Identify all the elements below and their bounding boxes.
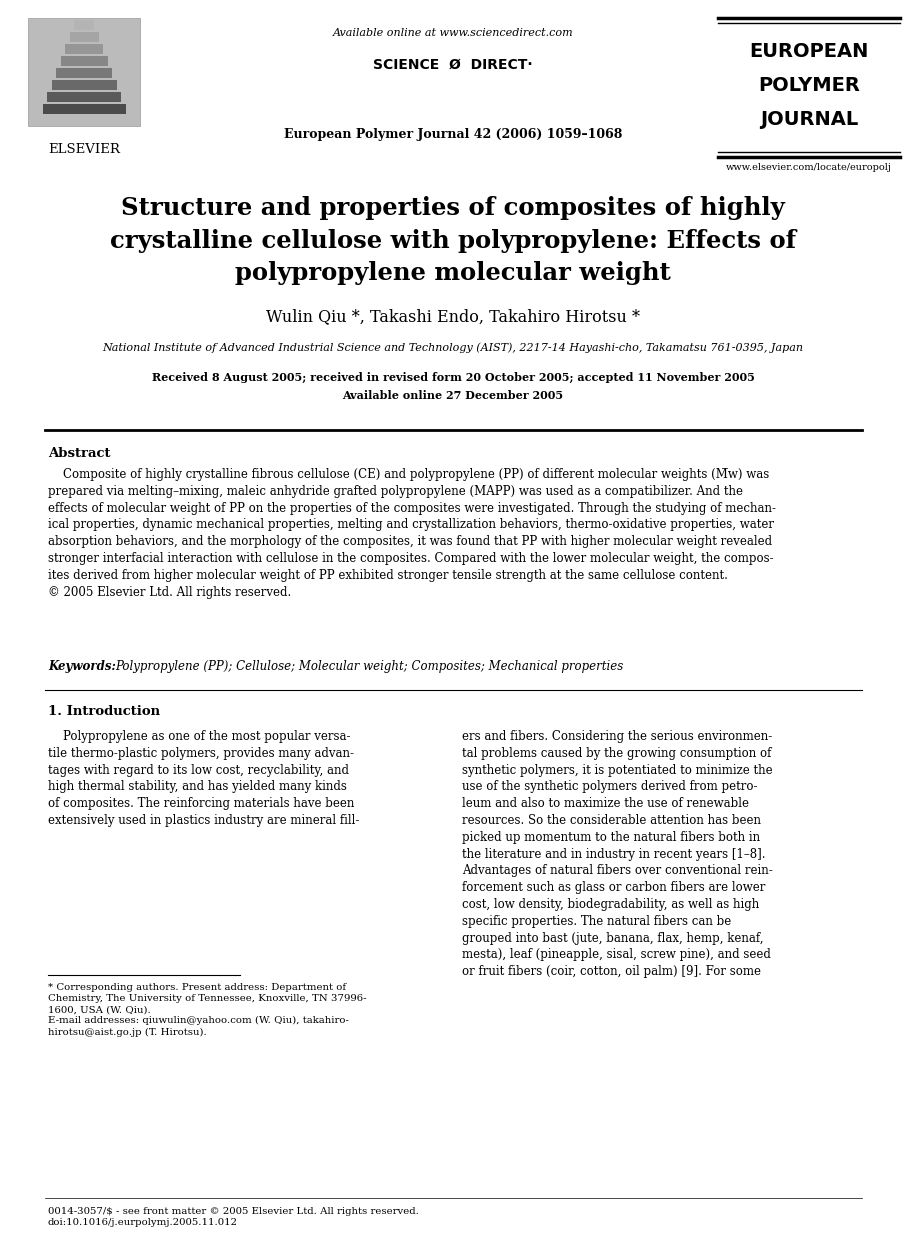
Bar: [65, 45, 103, 54]
Text: JOURNAL: JOURNAL: [760, 110, 858, 129]
Bar: [28, 19, 140, 126]
Bar: [61, 56, 108, 66]
Text: Structure and properties of composites of highly
crystalline cellulose with poly: Structure and properties of composites o…: [110, 196, 796, 285]
Text: 1. Introduction: 1. Introduction: [48, 704, 161, 718]
Text: EUROPEAN: EUROPEAN: [749, 42, 869, 61]
Text: Wulin Qiu *, Takashi Endo, Takahiro Hirotsu *: Wulin Qiu *, Takashi Endo, Takahiro Hiro…: [266, 308, 640, 326]
Text: 0014-3057/$ - see front matter © 2005 Elsevier Ltd. All rights reserved.
doi:10.: 0014-3057/$ - see front matter © 2005 El…: [48, 1207, 419, 1227]
Text: European Polymer Journal 42 (2006) 1059–1068: European Polymer Journal 42 (2006) 1059–…: [284, 128, 622, 141]
Text: Available online 27 December 2005: Available online 27 December 2005: [343, 390, 563, 401]
Text: www.elsevier.com/locate/europolj: www.elsevier.com/locate/europolj: [726, 163, 892, 172]
Text: Polypropylene as one of the most popular versa-
tile thermo-plastic polymers, pr: Polypropylene as one of the most popular…: [48, 730, 359, 827]
Bar: [47, 92, 121, 102]
Text: Polypropylene (PP); Cellulose; Molecular weight; Composites; Mechanical properti: Polypropylene (PP); Cellulose; Molecular…: [115, 660, 623, 673]
Bar: [56, 68, 112, 78]
Text: National Institute of Advanced Industrial Science and Technology (AIST), 2217-14: National Institute of Advanced Industria…: [102, 342, 804, 353]
Text: * Corresponding authors. Present address: Department of
Chemistry, The Universit: * Corresponding authors. Present address…: [48, 983, 366, 1036]
Bar: [74, 20, 94, 30]
Text: Available online at www.sciencedirect.com: Available online at www.sciencedirect.co…: [333, 28, 573, 38]
Text: ELSEVIER: ELSEVIER: [48, 144, 120, 156]
Bar: [52, 80, 117, 90]
Bar: [43, 104, 126, 114]
Text: Received 8 August 2005; received in revised form 20 October 2005; accepted 11 No: Received 8 August 2005; received in revi…: [151, 371, 755, 383]
Text: SCIENCE  Ø  DIRECT·: SCIENCE Ø DIRECT·: [373, 58, 532, 72]
Text: ers and fibers. Considering the serious environmen-
tal problems caused by the g: ers and fibers. Considering the serious …: [462, 730, 773, 978]
Text: Composite of highly crystalline fibrous cellulose (CE) and polypropylene (PP) of: Composite of highly crystalline fibrous …: [48, 468, 776, 599]
Text: Keywords:: Keywords:: [48, 660, 120, 673]
Bar: [70, 32, 99, 42]
Text: Abstract: Abstract: [48, 447, 111, 461]
Text: POLYMER: POLYMER: [758, 76, 860, 95]
